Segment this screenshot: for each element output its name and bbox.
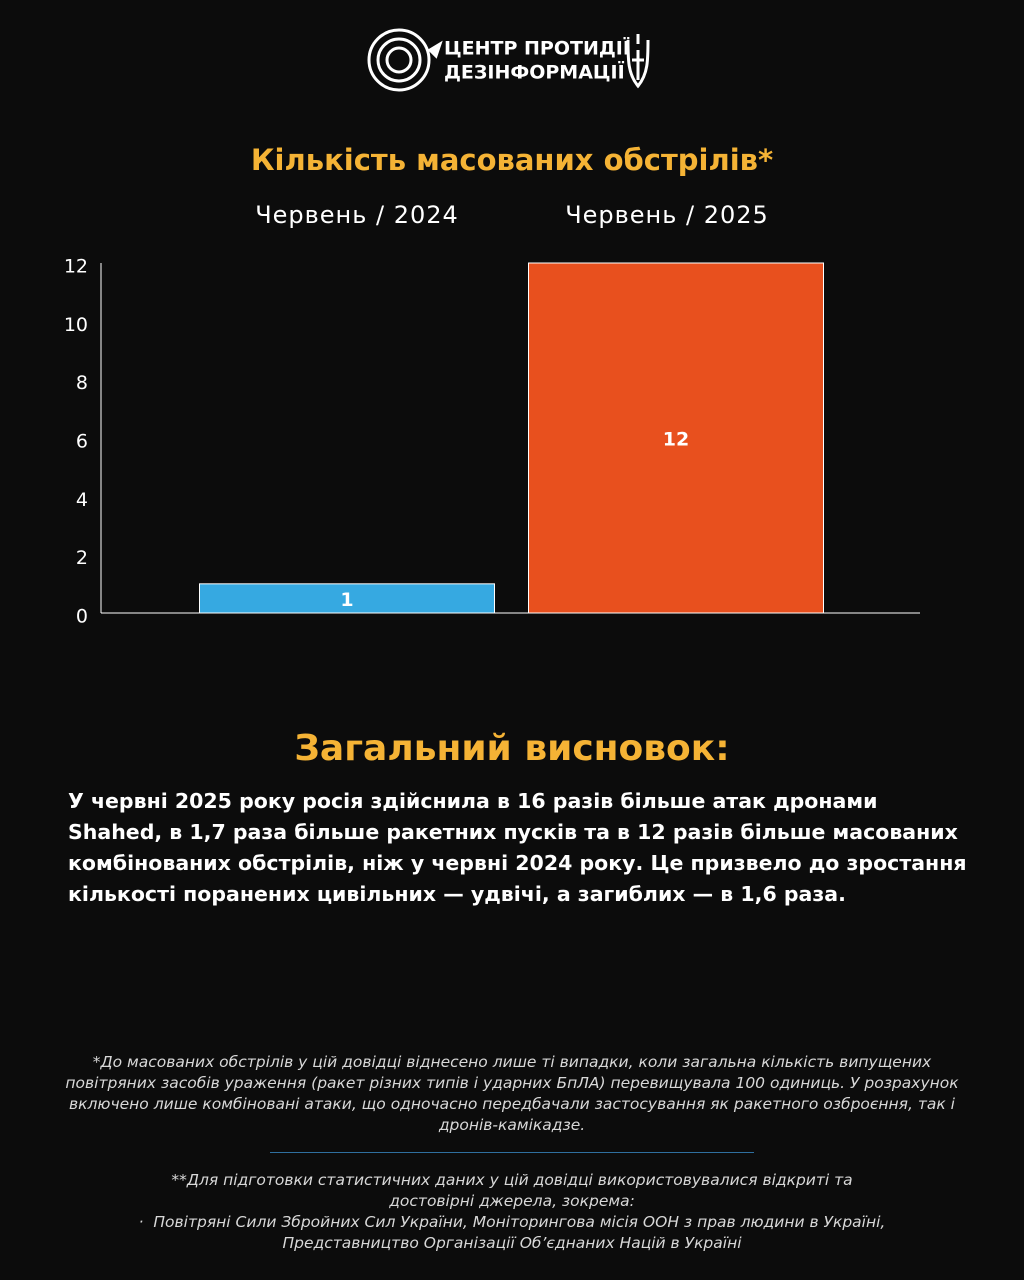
separator xyxy=(270,1152,754,1153)
conclusion-title: Загальний висновок: xyxy=(294,728,730,769)
category-label: Червень / 2025 xyxy=(565,201,769,229)
category-label: Червень / 2024 xyxy=(255,201,459,229)
chart: ЦЕНТР ПРОТИДІЇ ДЕЗІНФОРМАЦІЇ Кількість м… xyxy=(64,28,920,628)
bar xyxy=(528,262,824,614)
y-tick-label: 6 xyxy=(76,431,88,453)
y-tick-label: 4 xyxy=(76,489,88,511)
y-tick-label: 10 xyxy=(64,314,88,336)
y-tick-label: 0 xyxy=(76,606,88,628)
value-label: 12 xyxy=(663,429,689,451)
logo xyxy=(367,28,443,92)
logo-text: ЦЕНТР ПРОТИДІЇ xyxy=(444,36,630,60)
chart-title: Кількість масованих обстрілів* xyxy=(251,143,773,177)
y-tick-label: 2 xyxy=(76,547,88,569)
conclusion-text: У червні 2025 року росія здійснила в 16 … xyxy=(68,789,967,906)
logo-text: ДЕЗІНФОРМАЦІЇ xyxy=(444,60,625,84)
sources-text: Повітряні Сили Збройних Сил України, Мон… xyxy=(153,1213,886,1252)
footnote: *До масованих обстрілів у цій довідці ві… xyxy=(65,1053,959,1134)
y-tick-label: 12 xyxy=(64,256,88,278)
emblem xyxy=(626,34,650,89)
y-tick-label: 8 xyxy=(76,372,88,394)
footnote: **Для підготовки статистичних даних у ці… xyxy=(171,1171,853,1210)
value-label: 1 xyxy=(340,589,353,611)
footnote-sources: · Повітряні Сили Збройних Сил України, М… xyxy=(138,1213,886,1252)
bar xyxy=(199,583,495,614)
